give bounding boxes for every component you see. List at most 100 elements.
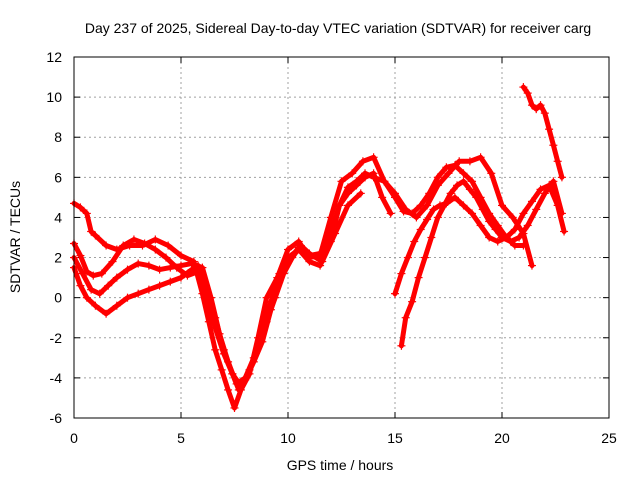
data-point xyxy=(166,263,175,272)
y-axis-label: SDTVAR / TECUs xyxy=(7,181,23,293)
data-point xyxy=(219,345,228,354)
y-tick-label: 10 xyxy=(46,89,62,105)
data-point xyxy=(119,241,128,250)
data-point xyxy=(331,229,340,238)
data-point xyxy=(82,209,91,218)
data-point xyxy=(527,197,536,206)
data-point xyxy=(408,297,417,306)
x-tick-label: 15 xyxy=(387,430,403,446)
data-point xyxy=(420,253,429,262)
data-point xyxy=(369,153,378,162)
data-point xyxy=(515,233,524,242)
data-point xyxy=(408,209,417,218)
data-point xyxy=(82,293,91,302)
series-points-satellite-pass-1 xyxy=(70,153,536,412)
data-point xyxy=(112,273,121,282)
data-point xyxy=(76,203,85,212)
data-point xyxy=(337,177,346,186)
data-point xyxy=(491,225,500,234)
data-point xyxy=(493,237,502,246)
x-tick-label: 25 xyxy=(601,430,617,446)
data-point xyxy=(403,253,412,262)
data-point xyxy=(560,227,569,236)
data-point xyxy=(532,205,541,214)
data-point xyxy=(151,245,160,254)
data-point xyxy=(549,141,558,150)
data-point xyxy=(465,157,474,166)
data-point xyxy=(549,177,558,186)
data-point xyxy=(433,213,442,222)
data-point xyxy=(155,265,164,274)
data-point xyxy=(468,209,477,218)
data-point xyxy=(97,269,106,278)
data-point xyxy=(177,261,185,270)
data-point xyxy=(76,281,85,290)
data-point xyxy=(425,189,434,198)
data-point xyxy=(217,365,226,374)
data-point xyxy=(318,257,327,266)
x-axis-label: GPS time / hours xyxy=(287,457,394,473)
x-tick-label: 5 xyxy=(177,430,185,446)
data-point xyxy=(446,189,455,198)
data-point xyxy=(487,169,496,178)
y-tick-label: -4 xyxy=(50,370,63,386)
x-tick-label: 20 xyxy=(494,430,510,446)
data-point xyxy=(397,269,406,278)
data-point xyxy=(271,293,280,302)
data-point xyxy=(91,301,100,310)
data-point xyxy=(508,213,517,222)
x-axis-ticks: 0 5 10 15 20 25 xyxy=(70,57,617,446)
data-point xyxy=(211,345,220,354)
series-points-satellite-pass-4 xyxy=(70,189,365,390)
data-point xyxy=(144,261,153,270)
data-point xyxy=(369,169,378,178)
data-point xyxy=(177,273,185,282)
data-point xyxy=(519,241,528,250)
data-point xyxy=(416,201,425,210)
data-point xyxy=(87,227,96,236)
data-point xyxy=(228,369,237,378)
data-point xyxy=(399,207,408,216)
y-tick-label: -2 xyxy=(50,330,63,346)
series-points-satellite-pass-7 xyxy=(519,83,566,182)
data-point xyxy=(76,251,85,260)
data-point xyxy=(523,89,532,98)
data-point xyxy=(162,253,171,262)
data-point xyxy=(224,385,233,394)
data-point xyxy=(536,185,545,194)
data-point xyxy=(498,233,506,242)
y-axis-ticks: -6 -4 -2 0 2 4 6 8 10 12 xyxy=(46,49,609,426)
data-point xyxy=(356,189,365,198)
data-point xyxy=(89,271,98,280)
data-point xyxy=(144,285,153,294)
y-tick-label: 8 xyxy=(54,129,62,145)
series-points-satellite-pass-6 xyxy=(397,177,566,350)
data-point xyxy=(536,101,545,110)
data-point xyxy=(453,181,462,190)
data-point xyxy=(164,241,173,250)
data-point xyxy=(202,285,211,294)
data-point xyxy=(140,239,149,248)
data-point xyxy=(102,241,111,250)
data-point xyxy=(230,403,239,412)
data-point xyxy=(553,157,562,166)
data-point xyxy=(450,161,459,170)
chart-title: Day 237 of 2025, Sidereal Day-to-day VTE… xyxy=(85,20,591,36)
data-point xyxy=(305,249,314,258)
data-point xyxy=(401,313,410,322)
data-point xyxy=(335,201,344,210)
data-point xyxy=(468,177,477,186)
x-tick-label: 10 xyxy=(280,430,296,446)
data-point xyxy=(112,301,121,310)
y-tick-label: 6 xyxy=(54,169,62,185)
data-point xyxy=(78,269,87,278)
y-tick-label: 4 xyxy=(54,209,62,225)
data-point xyxy=(557,173,566,182)
data-point xyxy=(527,101,536,110)
data-point xyxy=(361,173,370,182)
plot-frame xyxy=(73,56,610,419)
data-point xyxy=(478,205,487,214)
data-point xyxy=(527,261,536,270)
data-point xyxy=(279,269,288,278)
data-point xyxy=(254,341,263,350)
